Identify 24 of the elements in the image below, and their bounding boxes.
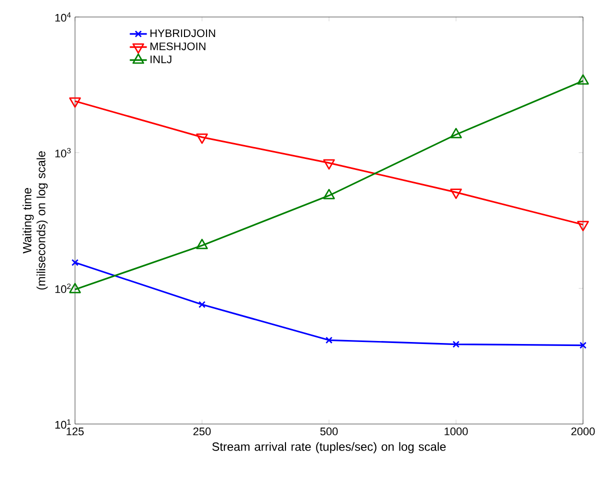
legend-label: MESHJOIN xyxy=(150,42,206,50)
point xyxy=(198,300,206,308)
point xyxy=(577,220,589,232)
y-tick-label: 10$^{1}$ xyxy=(55,419,71,429)
x-axis-title: Stream arrival rate (tuples/sec) on log scale xyxy=(212,442,446,454)
point xyxy=(71,258,79,266)
y-tick-label: 10$^{3}$ xyxy=(55,148,71,158)
point xyxy=(452,340,460,348)
point xyxy=(450,188,462,200)
point xyxy=(196,134,208,144)
point xyxy=(580,342,587,349)
x-tick-label: 125 xyxy=(66,428,84,436)
x-tick-label: 2000 xyxy=(571,428,595,436)
x-tick-label: 1000 xyxy=(444,428,468,436)
point xyxy=(323,159,335,170)
x-tick-label: 250 xyxy=(193,428,211,436)
y-tick-label: 10$^{2}$ xyxy=(55,284,71,294)
y-tick-label: 10$^{4}$ xyxy=(55,12,71,22)
point xyxy=(69,97,81,108)
legend-label: HYBRIDJOIN xyxy=(150,29,216,38)
x-tick-label: 500 xyxy=(320,428,338,436)
legend-label: INLJ xyxy=(150,56,172,64)
point xyxy=(326,336,333,344)
y-axis-title: Waiting time (miliseconds) on log scale xyxy=(22,151,48,290)
